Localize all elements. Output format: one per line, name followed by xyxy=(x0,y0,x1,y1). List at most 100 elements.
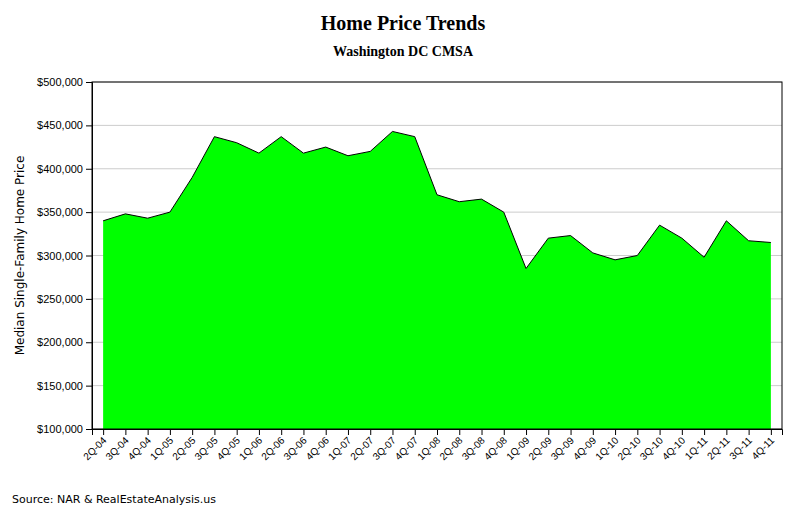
x-tick-label: 2Q-08 xyxy=(437,434,465,462)
y-tick-mark xyxy=(86,125,92,126)
grid-line xyxy=(92,168,782,169)
x-tick: 3Q-09 xyxy=(549,429,577,462)
y-tick: $300,000 xyxy=(37,250,92,262)
x-tick-mark xyxy=(615,429,616,435)
x-tick-label: 4Q-07 xyxy=(393,434,421,462)
x-tick-label: 1Q-08 xyxy=(415,434,443,462)
y-tick-mark xyxy=(86,342,92,343)
marks xyxy=(103,131,771,429)
plot-frame xyxy=(92,82,782,429)
x-tick-mark xyxy=(749,429,750,435)
x-tick-label: 1Q-07 xyxy=(326,434,354,462)
y-tick-mark xyxy=(86,299,92,300)
x-tick-mark xyxy=(370,429,371,435)
x-tick: 3Q-07 xyxy=(371,429,399,462)
x-tick-label: 4Q-10 xyxy=(660,434,688,462)
area xyxy=(103,131,771,429)
y-tick: $450,000 xyxy=(37,119,92,131)
x-tick: 3Q-04 xyxy=(103,429,131,462)
x-tick: 3Q-10 xyxy=(638,429,666,462)
x-tick-mark xyxy=(148,429,149,435)
x-tick: 2Q-10 xyxy=(615,429,643,462)
y-tick-label: $450,000 xyxy=(37,119,83,131)
x-tick-label: 4Q-08 xyxy=(482,434,510,462)
x-tick-label: 3Q-09 xyxy=(549,434,577,462)
x-tick-mark xyxy=(548,429,549,435)
y-tick: $150,000 xyxy=(37,380,92,392)
x-tick-mark xyxy=(771,429,772,435)
x-tick-label: 4Q-04 xyxy=(126,434,154,462)
chart-title: Home Price Trends xyxy=(321,12,486,34)
x-tick-mark xyxy=(281,429,282,435)
x-tick-mark xyxy=(526,429,527,435)
x-tick: 2Q-08 xyxy=(437,429,465,462)
x-tick-label: 2Q-09 xyxy=(526,434,554,462)
x-axis: 2Q-043Q-044Q-041Q-052Q-053Q-054Q-051Q-06… xyxy=(81,429,782,462)
plot-area: $100,000$150,000$200,000$250,000$300,000… xyxy=(37,76,782,462)
y-tick-mark xyxy=(86,212,92,213)
x-tick-label: 1Q-10 xyxy=(593,434,621,462)
x-tick-label: 2Q-04 xyxy=(81,434,109,462)
y-tick-mark xyxy=(86,429,92,430)
x-tick-mark xyxy=(170,429,171,435)
grid xyxy=(92,82,782,429)
x-tick: 2Q-11 xyxy=(705,429,732,462)
x-tick: 4Q-11 xyxy=(749,429,776,462)
x-tick: 4Q-07 xyxy=(393,429,421,462)
grid-line xyxy=(92,125,782,126)
x-tick: 4Q-08 xyxy=(482,429,510,462)
x-tick: 1Q-10 xyxy=(593,429,621,462)
x-tick-label: 4Q-06 xyxy=(304,434,332,462)
y-tick-label: $300,000 xyxy=(37,250,83,262)
y-tick-label: $250,000 xyxy=(37,293,83,305)
x-tick-mark xyxy=(192,429,193,435)
x-tick-mark xyxy=(237,429,238,435)
x-tick: 3Q-06 xyxy=(281,429,309,462)
x-tick: 2Q-09 xyxy=(526,429,554,462)
y-tick: $350,000 xyxy=(37,206,92,218)
x-tick-label: 3Q-08 xyxy=(460,434,488,462)
y-tick-mark xyxy=(86,256,92,257)
x-tick-label: 3Q-05 xyxy=(192,434,220,462)
x-tick-mark xyxy=(637,429,638,435)
x-tick-mark xyxy=(726,429,727,435)
area-line xyxy=(103,131,771,268)
x-tick: 4Q-09 xyxy=(571,429,599,462)
x-tick: 2Q-05 xyxy=(170,429,198,462)
x-tick: 2Q-04 xyxy=(81,429,109,462)
x-tick-mark xyxy=(660,429,661,435)
y-tick-label: $400,000 xyxy=(37,163,83,175)
x-tick-label: 1Q-05 xyxy=(148,434,176,462)
x-tick: 4Q-05 xyxy=(215,429,243,462)
y-tick-label: $500,000 xyxy=(37,76,83,88)
y-tick-mark xyxy=(86,82,92,83)
x-tick-label: 2Q-11 xyxy=(705,434,732,461)
x-tick: 1Q-11 xyxy=(683,429,710,462)
x-tick-label: 4Q-11 xyxy=(749,434,776,461)
x-tick-label: 2Q-10 xyxy=(615,434,643,462)
y-tick-label: $350,000 xyxy=(37,206,83,218)
x-tick-label: 3Q-06 xyxy=(281,434,309,462)
y-tick-mark xyxy=(86,386,92,387)
x-tick: 1Q-09 xyxy=(504,429,532,462)
x-tick-mark xyxy=(504,429,505,435)
x-tick-mark xyxy=(482,429,483,435)
x-tick-label: 1Q-09 xyxy=(504,434,532,462)
chart-subtitle: Washington DC CMSA xyxy=(333,44,474,59)
x-tick-label: 2Q-07 xyxy=(348,434,376,462)
x-tick: 3Q-11 xyxy=(727,429,754,462)
x-tick-mark xyxy=(103,429,104,435)
x-tick-mark xyxy=(415,429,416,435)
x-tick-mark xyxy=(704,429,705,435)
x-tick: 3Q-08 xyxy=(460,429,488,462)
x-tick: 1Q-07 xyxy=(326,429,354,462)
x-tick-mark xyxy=(571,429,572,435)
x-tick: 4Q-10 xyxy=(660,429,688,462)
x-tick-label: 4Q-05 xyxy=(215,434,243,462)
x-tick-mark xyxy=(214,429,215,435)
x-tick: 2Q-07 xyxy=(348,429,376,462)
x-tick: 1Q-05 xyxy=(148,429,176,462)
x-tick-label: 3Q-11 xyxy=(727,434,754,461)
x-tick-mark xyxy=(259,429,260,435)
y-tick-label: $150,000 xyxy=(37,380,83,392)
